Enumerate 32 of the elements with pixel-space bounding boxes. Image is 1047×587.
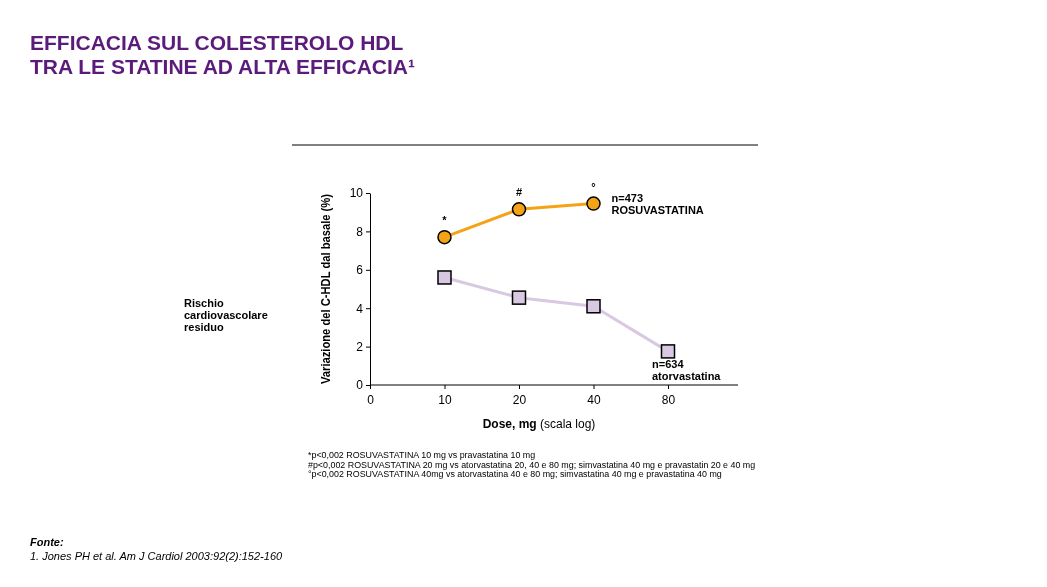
source-note: Fonte: <box>30 536 64 548</box>
x-tick-label: 80 <box>661 393 676 407</box>
annotation: ° <box>591 180 596 193</box>
point <box>511 290 527 305</box>
annotation: # <box>515 186 523 199</box>
point <box>586 196 601 211</box>
x-tick-label: 10 <box>438 393 452 407</box>
text: °p<0,002 ROSUVASTATINA 40mg vs atorvastatina 40 e 80 mg; simvastatina 40 mg e pravastatina 40 mg <box>308 469 722 479</box>
point <box>586 299 601 314</box>
y-axis-title: Variazione del C-HDL dal basale (%) <box>319 180 333 384</box>
y-tick-label: 2 <box>356 339 364 354</box>
text: 1. Jones PH et al. Am J Cardiol 2003:92(2):152-160 <box>30 550 283 562</box>
x-tick-label: 20 <box>512 393 527 407</box>
point <box>511 202 527 217</box>
text: *p<0,002 ROSUVASTATINA 10 mg vs pravastatina 10 mg <box>308 450 536 460</box>
series-label: n=473 ROSUVASTATINA <box>611 191 704 216</box>
y-tick-label: 6 <box>356 263 364 278</box>
y-tick-label: 0 <box>356 378 364 393</box>
chart-title: EFFICACIA SUL COLESTEROLO HDL TRA LE STATINE AD ALTA EFFICACIA¹ <box>30 31 415 78</box>
y-tick-label: 8 <box>356 224 364 239</box>
y-tick-label: 4 <box>356 301 364 316</box>
text: Rischio cardiovascolare residuo <box>184 297 268 333</box>
point <box>660 344 676 359</box>
point <box>437 229 452 245</box>
series-label: n=634 atorvastatina <box>652 358 722 383</box>
annotation: * <box>442 214 448 227</box>
x-axis-title: Dose, mg (scala log) <box>482 417 596 431</box>
x-tick-label: 40 <box>587 393 601 407</box>
y-tick-label: 10 <box>349 186 364 201</box>
x-tick-label: 0 <box>367 393 375 407</box>
point <box>437 270 452 285</box>
text: #p<0,002 ROSUVASTATINA 20 mg vs atorvastatina 20, 40 e 80 mg; simvastatina 40 mg e pravastatin 20 e 40 mg <box>308 459 756 470</box>
